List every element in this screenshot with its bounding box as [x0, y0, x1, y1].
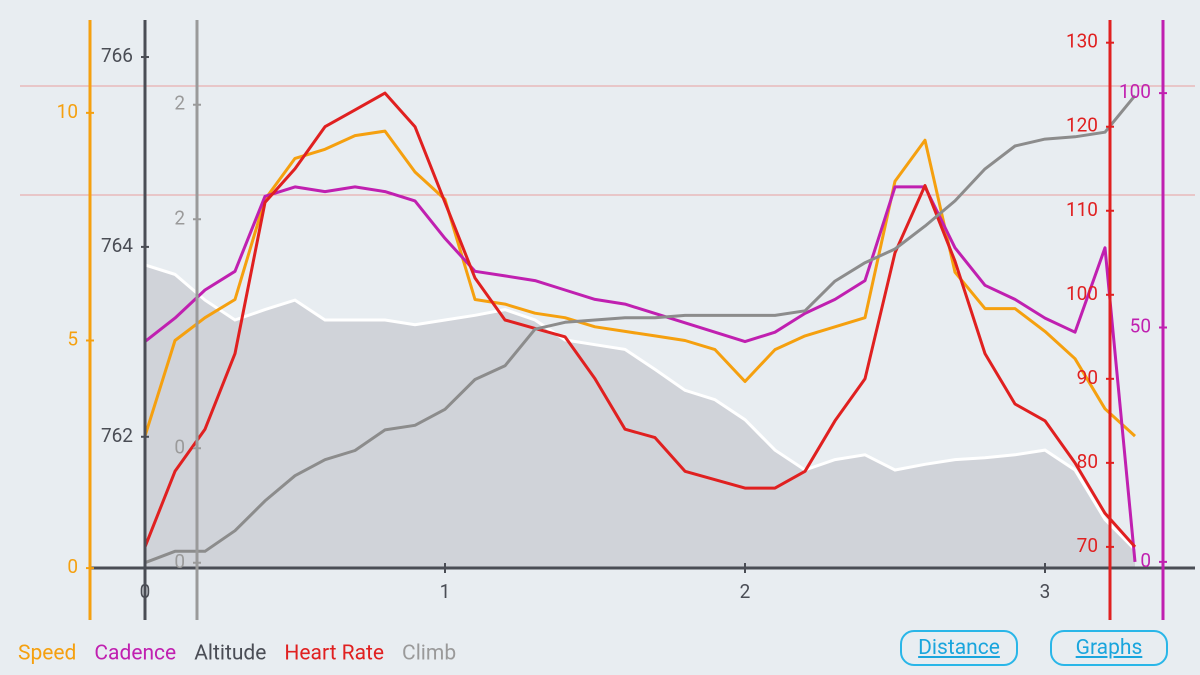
legend-entry: Altitude [194, 642, 266, 666]
y-tick-label: 2 [174, 92, 185, 115]
y-tick-label: 130 [1066, 30, 1098, 53]
legend-entry: Speed [18, 642, 76, 666]
y-tick-label: 0 [174, 550, 185, 573]
legend-entry: Climb [402, 642, 456, 666]
y-tick-label: 100 [1119, 80, 1151, 103]
distance-button[interactable]: Distance [900, 630, 1018, 666]
graphs-button[interactable]: Graphs [1050, 630, 1168, 666]
y-tick-label: 5 [67, 328, 78, 351]
y-tick-label: 764 [101, 234, 133, 257]
y-tick-label: 90 [1077, 366, 1098, 389]
y-tick-label: 50 [1130, 315, 1151, 338]
series-line [144, 94, 1137, 565]
axes: 0123051076276476600227080901001101201300… [57, 20, 1195, 620]
lines [143, 91, 1137, 565]
y-tick-label: 70 [1077, 534, 1098, 557]
x-tick-label: 2 [740, 580, 751, 603]
y-tick-label: 0 [1140, 549, 1151, 572]
y-tick-label: 2 [174, 206, 185, 229]
y-tick-label: 120 [1066, 114, 1098, 137]
series-line [144, 263, 1137, 551]
y-tick-label: 110 [1066, 198, 1098, 221]
series-line [144, 185, 1137, 563]
legend-entry: Heart Rate [284, 642, 384, 666]
legend-entry: Cadence [94, 642, 176, 666]
y-tick-label: 762 [101, 424, 133, 447]
series-area [145, 264, 1135, 568]
series-line [143, 129, 1137, 438]
x-tick-label: 3 [1040, 580, 1051, 603]
y-tick-label: 766 [101, 44, 133, 67]
y-tick-label: 0 [174, 435, 185, 458]
y-tick-label: 80 [1077, 450, 1098, 473]
series-line [143, 91, 1137, 548]
areas [144, 263, 1137, 568]
y-tick-label: 10 [57, 100, 78, 123]
y-tick-label: 0 [67, 555, 78, 578]
y-tick-label: 100 [1066, 282, 1098, 305]
x-tick-label: 1 [440, 580, 451, 603]
